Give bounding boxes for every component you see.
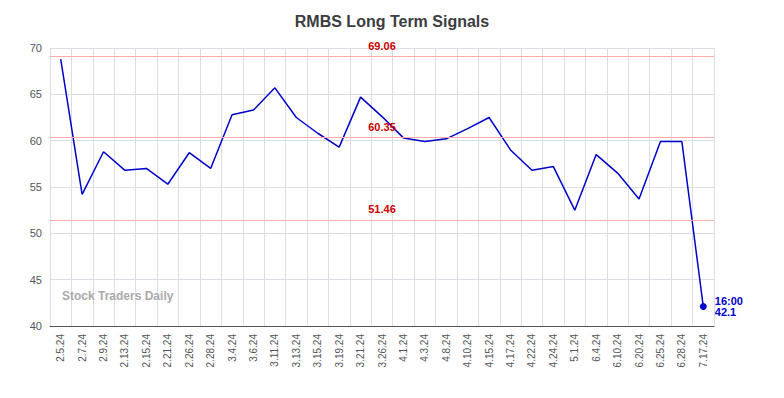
svg-text:60: 60 (30, 135, 42, 147)
svg-text:4.8.24: 4.8.24 (441, 334, 452, 362)
svg-text:7.17.24: 7.17.24 (698, 334, 709, 368)
svg-text:3.19.24: 3.19.24 (334, 334, 345, 368)
svg-text:50: 50 (30, 227, 42, 239)
svg-text:65: 65 (30, 88, 42, 100)
svg-text:3.13.24: 3.13.24 (291, 334, 302, 368)
svg-text:2.26.24: 2.26.24 (184, 334, 195, 368)
svg-text:5.1.24: 5.1.24 (569, 334, 580, 362)
svg-text:4.3.24: 4.3.24 (419, 334, 430, 362)
svg-text:16:00: 16:00 (714, 295, 743, 307)
svg-text:3.4.24: 3.4.24 (227, 334, 238, 362)
svg-text:2.5.24: 2.5.24 (55, 334, 66, 362)
svg-text:42.1: 42.1 (715, 306, 736, 318)
svg-text:6.4.24: 6.4.24 (591, 334, 602, 362)
svg-text:2.7.24: 2.7.24 (77, 334, 88, 362)
svg-text:Stock Traders Daily: Stock Traders Daily (62, 289, 174, 303)
svg-text:4.10.24: 4.10.24 (462, 334, 473, 368)
svg-text:40: 40 (30, 320, 42, 332)
svg-text:2.28.24: 2.28.24 (205, 334, 216, 368)
svg-text:51.46: 51.46 (368, 203, 396, 215)
svg-text:3.26.24: 3.26.24 (377, 334, 388, 368)
svg-text:45: 45 (30, 274, 42, 286)
svg-text:3.11.24: 3.11.24 (269, 334, 280, 367)
svg-text:6.10.24: 6.10.24 (612, 334, 623, 368)
svg-text:2.15.24: 2.15.24 (141, 334, 152, 368)
svg-text:4.17.24: 4.17.24 (505, 334, 516, 368)
svg-text:69.06: 69.06 (368, 40, 396, 52)
svg-text:60.35: 60.35 (368, 121, 396, 133)
svg-text:RMBS Long Term Signals: RMBS Long Term Signals (295, 13, 489, 30)
svg-text:3.15.24: 3.15.24 (312, 334, 323, 368)
svg-text:6.28.24: 6.28.24 (676, 334, 687, 368)
svg-text:2.21.24: 2.21.24 (162, 334, 173, 368)
svg-text:2.13.24: 2.13.24 (119, 334, 130, 368)
svg-text:70: 70 (30, 42, 42, 54)
svg-text:3.21.24: 3.21.24 (355, 334, 366, 368)
svg-text:6.20.24: 6.20.24 (634, 334, 645, 368)
svg-text:4.22.24: 4.22.24 (526, 334, 537, 368)
svg-text:6.25.24: 6.25.24 (655, 334, 666, 368)
svg-text:55: 55 (30, 181, 42, 193)
svg-text:3.6.24: 3.6.24 (248, 334, 259, 362)
svg-text:4.15.24: 4.15.24 (484, 334, 495, 368)
svg-text:4.24.24: 4.24.24 (548, 334, 559, 368)
svg-text:2.9.24: 2.9.24 (98, 334, 109, 362)
svg-text:4.1.24: 4.1.24 (398, 334, 409, 362)
